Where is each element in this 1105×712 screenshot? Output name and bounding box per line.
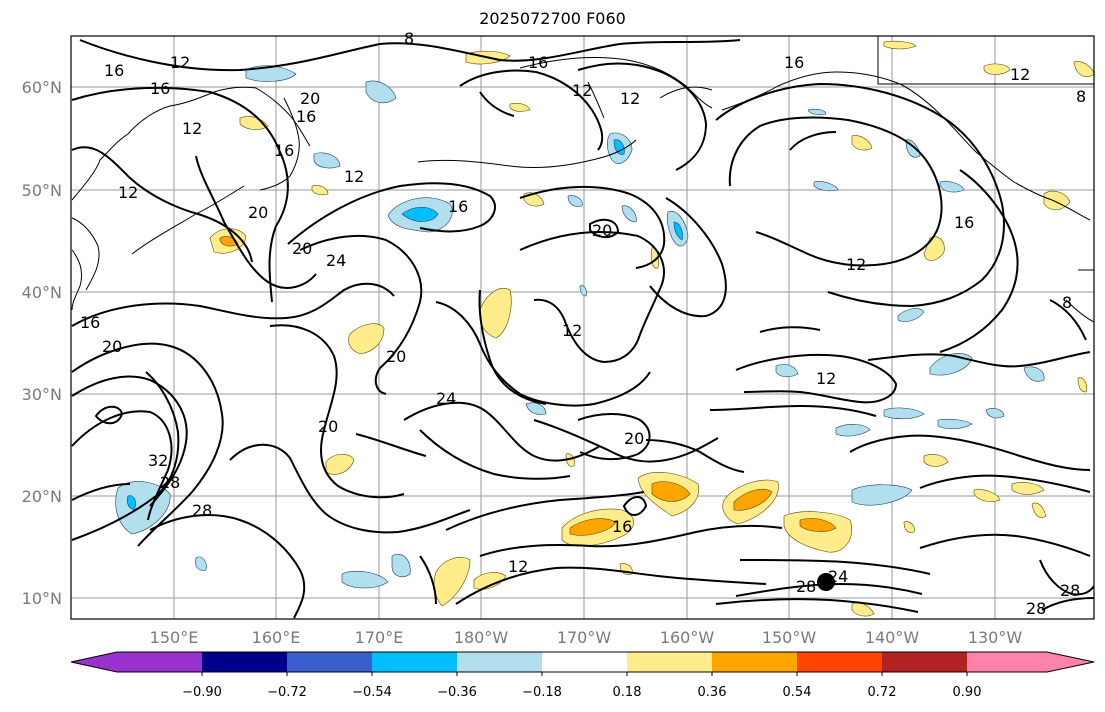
lon-label: 180°W — [454, 628, 509, 647]
contour-label: 12 — [508, 557, 528, 576]
contour-label: 28 — [1060, 581, 1080, 600]
contour-label: 20 — [624, 429, 644, 448]
lat-label: 30°N — [22, 385, 62, 404]
colorbar-tick-label: 0.72 — [868, 685, 897, 700]
shading-negative — [115, 65, 1045, 589]
contour-label: 12 — [846, 255, 866, 274]
contour-label: 12 — [182, 119, 202, 138]
contour-labels: 16 12 16 12 16 12 16 12 16 12 12 16 20 1… — [80, 29, 1086, 618]
contour-label: 16 — [528, 53, 548, 72]
lon-label: 130°W — [968, 628, 1023, 647]
contour-label: 12 — [344, 167, 364, 186]
contour-label: 20 — [592, 221, 612, 240]
contour-label: 12 — [118, 183, 138, 202]
colorbar-bin — [287, 652, 372, 672]
lon-label: 150°W — [762, 628, 817, 647]
location-marker — [817, 573, 835, 591]
contour-label: 16 — [274, 141, 294, 160]
lat-label: 20°N — [22, 487, 62, 506]
contour-label: 28 — [192, 501, 212, 520]
lon-label: 170°E — [355, 628, 404, 647]
colorbar-tick-label: −0.90 — [182, 685, 222, 700]
contour-label: 20 — [292, 239, 312, 258]
lat-label: 60°N — [22, 78, 62, 97]
contour-label: 12 — [816, 369, 836, 388]
colorbar-bin — [372, 652, 457, 672]
colorbar-bin — [457, 652, 542, 672]
colorbar-tick-label: −0.18 — [522, 685, 562, 700]
contour-label: 20 — [102, 337, 122, 356]
contour-label: 8 — [404, 29, 414, 48]
lat-label: 10°N — [22, 589, 62, 608]
contour-label: 20 — [248, 203, 268, 222]
colorbar-bin — [882, 652, 967, 672]
colorbar: −0.90 −0.72 −0.54 −0.36 −0.18 0.18 0.36 … — [70, 651, 1095, 700]
colorbar-bin — [627, 652, 712, 672]
contour-label: 24 — [828, 567, 848, 586]
contour-label: 16 — [612, 517, 632, 536]
contour-label: 16 — [784, 53, 804, 72]
lon-label: 160°E — [252, 628, 301, 647]
contour-label: 12 — [170, 53, 190, 72]
contour-label: 16 — [296, 107, 316, 126]
longitude-labels: 150°E 160°E 170°E 180°W 170°W 160°W 150°… — [150, 628, 1023, 647]
latitude-labels: 60°N 50°N 40°N 30°N 20°N 10°N — [22, 78, 62, 608]
contour-label: 16 — [80, 313, 100, 332]
chart-title: 2025072700 F060 — [479, 9, 626, 28]
contour-label: 12 — [1010, 65, 1030, 84]
contour-label: 12 — [620, 89, 640, 108]
colorbar-tick-label: −0.72 — [267, 685, 307, 700]
contour-label: 24 — [326, 251, 346, 270]
lon-label: 150°E — [150, 628, 199, 647]
contour-label: 12 — [572, 81, 592, 100]
contour-label: 20 — [386, 347, 406, 366]
colorbar-bin — [117, 652, 202, 672]
contour-label: 16 — [954, 213, 974, 232]
colorbar-bin — [797, 652, 882, 672]
contours — [71, 39, 1094, 619]
colorbar-outline — [70, 651, 1095, 673]
coastlines — [71, 36, 1094, 323]
contour-label: 32 — [148, 451, 168, 470]
colorbar-tick-label: −0.54 — [352, 685, 392, 700]
colorbar-extend-low — [71, 652, 117, 672]
contour-label: 8 — [1076, 87, 1086, 106]
colorbar-tick-label: 0.54 — [783, 685, 812, 700]
colorbar-bin — [202, 652, 287, 672]
contour-label: 28 — [160, 473, 180, 492]
contour-label: 16 — [104, 61, 124, 80]
colorbar-bin — [712, 652, 797, 672]
colorbar-bin — [542, 652, 627, 672]
lon-label: 140°W — [865, 628, 920, 647]
contour-label: 20 — [318, 417, 338, 436]
lon-label: 170°W — [557, 628, 612, 647]
contour-label: 8 — [1062, 293, 1072, 312]
colorbar-bin — [967, 652, 1047, 672]
colorbar-tick-label: −0.36 — [437, 685, 477, 700]
contour-label: 28 — [796, 577, 816, 596]
lat-label: 40°N — [22, 283, 62, 302]
colorbar-tick-label: 0.90 — [953, 685, 982, 700]
contour-label: 16 — [150, 79, 170, 98]
contour-label: 28 — [1026, 599, 1046, 618]
lon-label: 160°W — [660, 628, 715, 647]
map-frame — [70, 35, 1095, 620]
contour-label: 12 — [562, 321, 582, 340]
contour-label: 16 — [448, 197, 468, 216]
lat-label: 50°N — [22, 181, 62, 200]
colorbar-tick-label: 0.36 — [698, 685, 727, 700]
colorbar-tick-label: 0.18 — [613, 685, 642, 700]
colorbar-extend-high — [1047, 652, 1094, 672]
contour-label: 24 — [436, 389, 456, 408]
contour-label: 20 — [300, 89, 320, 108]
